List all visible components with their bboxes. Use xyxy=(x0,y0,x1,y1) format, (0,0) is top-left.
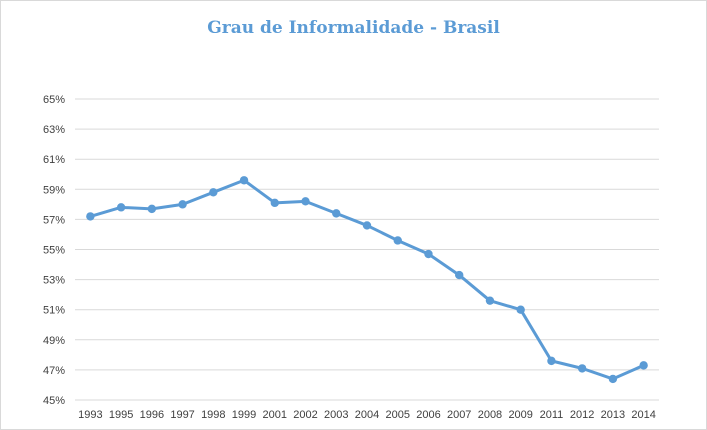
data-point xyxy=(86,212,95,221)
y-tick-label: 65% xyxy=(43,94,65,106)
data-point xyxy=(362,221,372,230)
x-tick-label: 2006 xyxy=(416,409,440,421)
data-point xyxy=(577,364,587,373)
gridlines xyxy=(75,98,659,401)
data-point xyxy=(270,198,279,208)
x-tick-label: 1999 xyxy=(232,409,256,421)
x-tick-label: 2002 xyxy=(293,409,317,421)
y-axis: 45% 47% 49% 51% 53% 55% 57% 59% 61% 63% 65% xyxy=(43,94,65,407)
data-point xyxy=(116,203,126,212)
data-point xyxy=(608,374,618,384)
x-tick-label: 2009 xyxy=(508,409,532,421)
data-point xyxy=(209,188,218,197)
data-point xyxy=(639,361,648,370)
data-point xyxy=(178,200,187,209)
x-tick-label: 2004 xyxy=(355,409,379,421)
x-tick-label: 2014 xyxy=(631,409,655,421)
x-tick-label: 1997 xyxy=(170,409,194,421)
data-point xyxy=(239,176,249,185)
x-tick-label: 2001 xyxy=(263,409,287,421)
data-point xyxy=(547,356,556,366)
y-tick-label: 61% xyxy=(43,154,65,166)
x-tick-label: 1993 xyxy=(78,409,102,421)
x-tick-label: 2013 xyxy=(601,409,625,421)
series xyxy=(86,176,648,384)
data-point xyxy=(332,209,341,218)
data-point xyxy=(301,197,310,206)
y-tick-label: 63% xyxy=(43,124,65,136)
x-tick-label: 2003 xyxy=(324,409,348,421)
chart-title: Grau de Informalidade - Brasil xyxy=(207,18,500,38)
x-tick-label: 2008 xyxy=(478,409,502,421)
x-tick-label: 2005 xyxy=(385,409,409,421)
x-tick-label: 1998 xyxy=(201,409,225,421)
data-point xyxy=(147,204,157,214)
x-axis: 1993 1995 1996 1997 1998 1999 2001 2002 2003 2004… xyxy=(78,409,656,421)
data-point xyxy=(393,236,402,245)
y-tick-label: 51% xyxy=(43,305,65,317)
data-point xyxy=(424,249,433,259)
x-tick-label: 1995 xyxy=(109,409,133,421)
y-tick-label: 55% xyxy=(43,245,65,257)
y-tick-label: 59% xyxy=(43,184,65,196)
x-tick-label: 2007 xyxy=(447,409,471,421)
data-point xyxy=(455,270,464,280)
y-tick-label: 49% xyxy=(43,335,65,347)
y-tick-label: 53% xyxy=(43,275,65,287)
y-tick-label: 47% xyxy=(43,365,65,377)
data-point xyxy=(485,296,495,305)
data-point xyxy=(516,305,525,314)
y-tick-label: 45% xyxy=(43,395,65,407)
x-tick-label: 2011 xyxy=(540,409,564,421)
x-tick-label: 1996 xyxy=(140,409,164,421)
x-tick-label: 2012 xyxy=(570,409,594,421)
y-tick-label: 57% xyxy=(43,214,65,226)
